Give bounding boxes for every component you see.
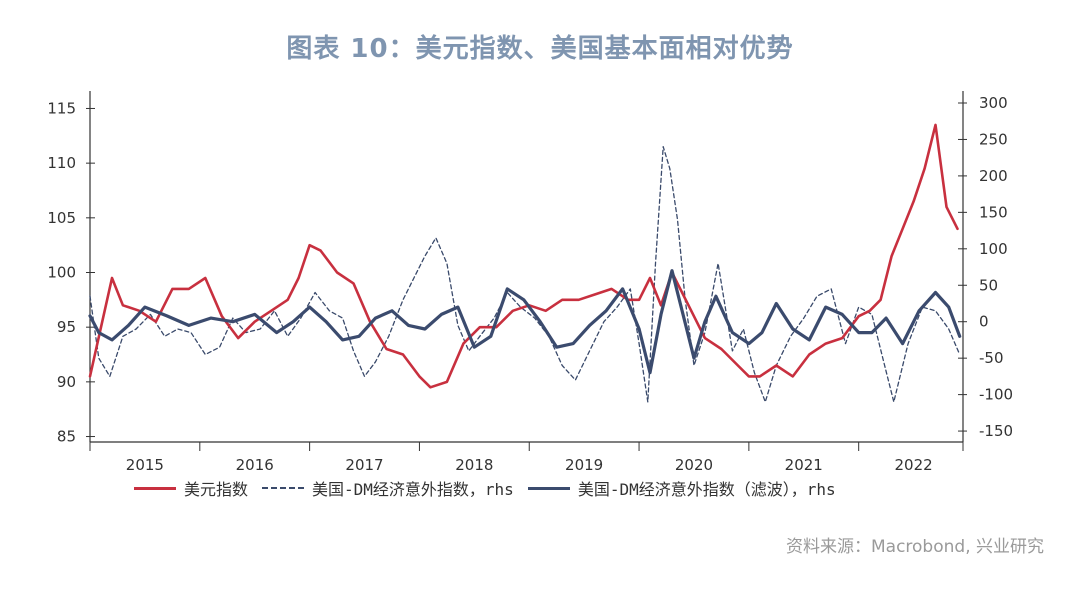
y-right-tick-label: 50 bbox=[979, 276, 998, 294]
series-line-1 bbox=[89, 146, 961, 403]
x-tick-label: 2017 bbox=[345, 456, 383, 474]
y-right-tick-label: 300 bbox=[979, 94, 1008, 112]
legend-swatch-surprise bbox=[262, 487, 305, 489]
y-right-tick-label: 100 bbox=[979, 240, 1008, 258]
y-right-tick-label: -50 bbox=[979, 349, 1004, 367]
legend-item-usd: 美元指数 bbox=[134, 476, 248, 500]
y-right-tick-label: 250 bbox=[979, 130, 1008, 148]
series-line-2 bbox=[88, 269, 962, 375]
y-right-tick-label: -150 bbox=[979, 422, 1013, 440]
x-tick-label: 2019 bbox=[565, 456, 603, 474]
y-right-tick-label: 150 bbox=[979, 203, 1008, 221]
series-line-0 bbox=[88, 123, 959, 389]
y-left-tick-label: 90 bbox=[57, 373, 76, 391]
x-tick-label: 2022 bbox=[894, 456, 932, 474]
legend-label-filtered: 美国-DM经济意外指数（滤波），rhs bbox=[577, 480, 836, 499]
x-tick-label: 2016 bbox=[236, 456, 274, 474]
y-right-tick-label: -100 bbox=[979, 386, 1013, 404]
source-note: 资料来源：Macrobond, 兴业研究 bbox=[785, 537, 1044, 557]
y-left-tick-label: 105 bbox=[47, 209, 76, 227]
legend-label-surprise: 美国-DM经济意外指数，rhs bbox=[312, 480, 514, 499]
legend-item-surprise: 美国-DM经济意外指数，rhs bbox=[262, 476, 514, 500]
y-right-tick-label: 0 bbox=[979, 313, 989, 331]
y-right-tick-label: 200 bbox=[979, 167, 1008, 185]
chart-axes: 85 90 95 100 105 110 115 300 250 200 150 100 50 0 -50 -… bbox=[47, 91, 1013, 474]
x-tick-label: 2015 bbox=[126, 456, 164, 474]
legend-swatch-usd bbox=[134, 486, 176, 490]
y-left-tick-label: 115 bbox=[47, 99, 76, 117]
x-tick-label: 2020 bbox=[675, 456, 713, 474]
y-left-tick-label: 100 bbox=[47, 264, 76, 282]
chart-series bbox=[88, 123, 962, 403]
chart-legend: 美元指数 美国-DM经济意外指数，rhs 美国-DM经济意外指数（滤波），rhs bbox=[134, 476, 850, 500]
chart-title: 图表 10：美元指数、美国基本面相对优势 bbox=[286, 34, 794, 64]
y-left-tick-label: 110 bbox=[47, 154, 76, 172]
legend-item-filtered: 美国-DM经济意外指数（滤波），rhs bbox=[527, 476, 836, 500]
x-tick-label: 2021 bbox=[785, 456, 823, 474]
legend-label-usd: 美元指数 bbox=[184, 480, 249, 499]
x-tick-label: 2018 bbox=[455, 456, 493, 474]
y-left-tick-label: 85 bbox=[57, 428, 76, 446]
legend-swatch-filtered bbox=[527, 486, 570, 490]
y-left-tick-label: 95 bbox=[57, 318, 76, 336]
